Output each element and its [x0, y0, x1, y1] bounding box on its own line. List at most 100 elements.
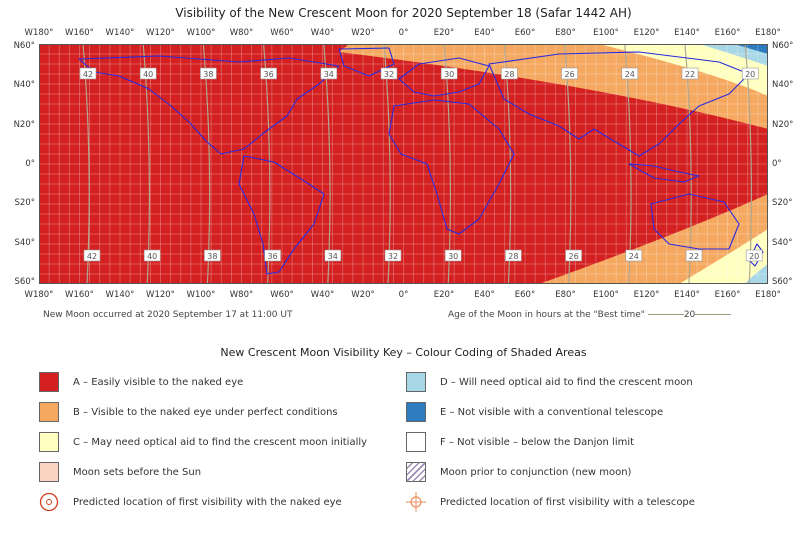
age-label: 22: [681, 67, 699, 80]
botlbl-text: E20°: [433, 290, 455, 300]
age-label: 34: [320, 67, 338, 80]
botlbl-text: W20°: [351, 290, 375, 300]
toplbl-text: E60°: [514, 28, 536, 38]
zone-d-region-north: [699, 44, 768, 66]
age-label-text: 36: [264, 70, 274, 79]
age-label-box: [621, 67, 639, 80]
zone-e-swatch: [406, 402, 426, 422]
age-label: 26: [565, 249, 582, 262]
age-label-text: 32: [384, 70, 394, 79]
age-label-box: [745, 249, 763, 262]
botlbl-text: E160°: [714, 290, 741, 300]
toplbl-text: E180°: [755, 28, 781, 38]
latlbl-text: N60°: [772, 41, 794, 51]
toplbl-text: E120°: [633, 28, 660, 38]
age-label-text: 20: [749, 252, 759, 261]
key-item-label: Moon sets before the Sun: [73, 466, 202, 478]
latlbl-text: 0°: [25, 159, 35, 169]
age-label-box: [324, 249, 342, 262]
toplbl-text: E100°: [593, 28, 619, 38]
zone-b-region-south: [539, 194, 768, 284]
age-label-box: [200, 67, 217, 80]
zone-b-swatch: [39, 402, 59, 422]
age-legend-text: Age of the Moon in hours at the "Best ti…: [448, 310, 645, 320]
botlbl-text: E100°: [593, 290, 619, 300]
key-item-a: A – Easily visible to the naked eye: [39, 371, 243, 393]
toplbl-text: 0°: [398, 28, 409, 38]
age-line-sample: [647, 314, 684, 315]
age-label-box: [685, 249, 703, 262]
toplbl-text: W40°: [310, 28, 335, 38]
age-label-text: 32: [388, 252, 398, 261]
key-item-label: E – Not visible with a conventional tele…: [440, 406, 664, 418]
key-item-label: Predicted location of first visibility w…: [73, 496, 342, 508]
age-label-text: 28: [504, 70, 514, 79]
graticule: [39, 44, 768, 284]
latlbl-text: N40°: [13, 80, 35, 91]
age-label-box: [440, 67, 458, 80]
age-label: 28: [505, 249, 522, 262]
map-title: Visibility of the New Crescent Moon for …: [175, 6, 632, 20]
age-legend: Age of the Moon in hours at the "Best ti…: [448, 310, 732, 320]
age-label: 26: [561, 67, 578, 80]
botlbl-text: E80°: [555, 290, 576, 300]
key-item-naked-eye-location: Predicted location of first visibility w…: [39, 491, 342, 513]
age-label-box: [505, 249, 522, 262]
age-label: 20: [745, 249, 763, 262]
latlbl-text: S40°: [772, 237, 793, 248]
age-label-text: 22: [685, 70, 695, 79]
age-label: 38: [200, 67, 217, 80]
key-item-label: F – Not visible – below the Danjon limit: [440, 436, 635, 448]
age-label-text: 20: [745, 70, 755, 79]
key-item-label: B – Visible to the naked eye under perfe…: [73, 406, 338, 418]
toplbl-text: E40°: [474, 28, 495, 38]
botlbl-text: 0°: [398, 290, 409, 300]
age-labels-bottom: 42 40 38 36 34 32 30 28 26 24 22 20: [83, 249, 763, 262]
age-label-box: [143, 249, 161, 262]
botlbl-text: W80°: [229, 290, 254, 300]
moon-sets-swatch: [39, 462, 59, 482]
zone-d-swatch: [406, 372, 426, 392]
new-moon-note: New Moon occurred at 2020 September 17 a…: [43, 310, 293, 320]
toplbl-text: W140°: [105, 28, 135, 38]
age-label-box: [139, 67, 157, 80]
latlbl-text: N40°: [772, 80, 794, 91]
key-item-d: D – Will need optical aid to find the cr…: [406, 371, 693, 393]
toplbl-text: E140°: [674, 28, 700, 38]
age-legend-value: 20: [683, 310, 696, 320]
key-item-b: B – Visible to the naked eye under perfe…: [39, 401, 338, 423]
key-item-e: E – Not visible with a conventional tele…: [406, 401, 663, 423]
zone-e-region-north: [734, 44, 768, 54]
age-label-box: [681, 67, 699, 80]
age-label-text: 38: [203, 70, 213, 79]
age-label-text: 40: [143, 70, 153, 79]
key-item-label: Moon prior to conjunction (new moon): [440, 466, 632, 478]
visibility-map: 42 40 38 36 34 32 30 28 26 24 22 20 42 40 38 36 34 32 30 2…: [39, 44, 768, 284]
botlbl-text: W160°: [65, 290, 94, 300]
age-label: 42: [83, 249, 101, 262]
toplbl-text: W80°: [229, 28, 254, 38]
botlbl-text: W40°: [310, 290, 335, 300]
target-circle-icon: [39, 492, 59, 512]
age-label-box: [260, 67, 277, 80]
zone-a-swatch: [39, 372, 59, 392]
age-label: 36: [264, 249, 281, 262]
age-label-text: 34: [324, 70, 334, 79]
botlbl-text: E120°: [633, 290, 660, 300]
hatched-icon: [406, 462, 426, 482]
age-label-box: [384, 249, 402, 262]
age-label-text: 38: [207, 252, 217, 261]
age-label-text: 36: [268, 252, 278, 261]
botlbl-text: W140°: [105, 290, 135, 300]
age-label-text: 42: [83, 70, 93, 79]
age-label: 20: [741, 67, 759, 80]
toplbl-text: E80°: [555, 28, 576, 38]
toplbl-text: W100°: [186, 28, 216, 38]
age-label: 22: [685, 249, 703, 262]
zone-f-swatch: [406, 432, 426, 452]
age-label-box: [320, 67, 338, 80]
age-label-box: [380, 67, 398, 80]
key-item-moonset: Moon sets before the Sun: [39, 461, 201, 483]
age-label-text: 34: [328, 252, 338, 261]
botlbl-text: W180°: [24, 290, 54, 300]
